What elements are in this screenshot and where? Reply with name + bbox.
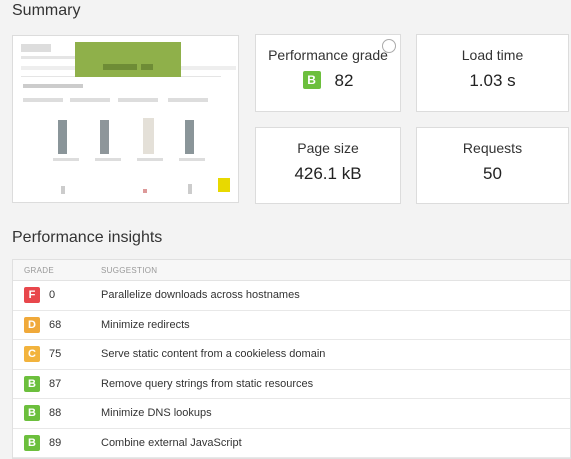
summary-card: Performance grade B 82: [255, 34, 401, 112]
thumbnail-image: [21, 42, 236, 194]
summary-card: Requests 50: [416, 127, 569, 204]
grade-score: 88: [49, 407, 62, 420]
grade-badge: B: [24, 405, 40, 422]
suggestion: Combine external JavaScript: [101, 436, 242, 449]
insight-row: B 89 Combine external JavaScript: [13, 429, 570, 458]
help-icon: [382, 39, 396, 53]
column-header: SUGGESTION: [101, 266, 158, 275]
table-body: F 0 Parallelize downloads across hostnames…: [13, 281, 570, 458]
suggestion: Serve static content from a cookieless d…: [101, 348, 326, 361]
card-label: Performance grade: [268, 47, 388, 63]
insights-title: Performance insights: [12, 229, 163, 246]
summary-title: Summary: [12, 2, 81, 19]
grade-badge: C: [24, 346, 40, 363]
insight-row: B 88 Minimize DNS lookups: [13, 399, 570, 429]
grade-badge: B: [24, 375, 40, 392]
card-label: Load time: [461, 47, 524, 63]
insight-row: F 0 Parallelize downloads across hostnames: [13, 281, 570, 311]
insight-row: D 68 Minimize redirects: [13, 311, 570, 340]
card-value: 1.03 s: [469, 71, 516, 90]
grade-score: 68: [49, 318, 62, 331]
suggestion: Parallelize downloads across hostnames: [101, 289, 300, 302]
grade-score: 82: [334, 71, 354, 90]
screenshot-thumbnail: [12, 35, 239, 203]
grade-badge: F: [24, 287, 40, 304]
grade-badge: B: [24, 434, 40, 451]
card-value: B 82: [256, 70, 400, 91]
suggestion: Remove query strings from static resourc…: [101, 377, 314, 390]
table-header: GRADE SUGGESTION: [13, 260, 570, 281]
card-label: Page size: [297, 140, 359, 156]
grade-score: 87: [49, 377, 62, 390]
grade-badge: D: [24, 316, 40, 333]
column-header: GRADE: [24, 266, 54, 275]
insight-row: B 87 Remove query strings from static reso…: [13, 370, 570, 399]
card-value: 426.1 kB: [294, 164, 362, 183]
summary-card: Load time 1.03 s: [416, 34, 569, 112]
insight-row: C 75 Serve static content from a cookieles…: [13, 340, 570, 370]
suggestion: Minimize DNS lookups: [101, 407, 212, 420]
suggestion: Minimize redirects: [101, 318, 190, 331]
grade-badge: B: [302, 70, 321, 89]
grade-score: 0: [49, 289, 56, 302]
insights-table: GRADE SUGGESTION F 0 Parallelize downloads…: [12, 259, 571, 459]
summary-card: Page size 426.1 kB: [255, 127, 401, 204]
grade-score: 89: [49, 436, 62, 449]
card-label: Requests: [462, 140, 523, 156]
grade-score: 75: [49, 348, 62, 361]
card-value: 50: [483, 164, 502, 183]
